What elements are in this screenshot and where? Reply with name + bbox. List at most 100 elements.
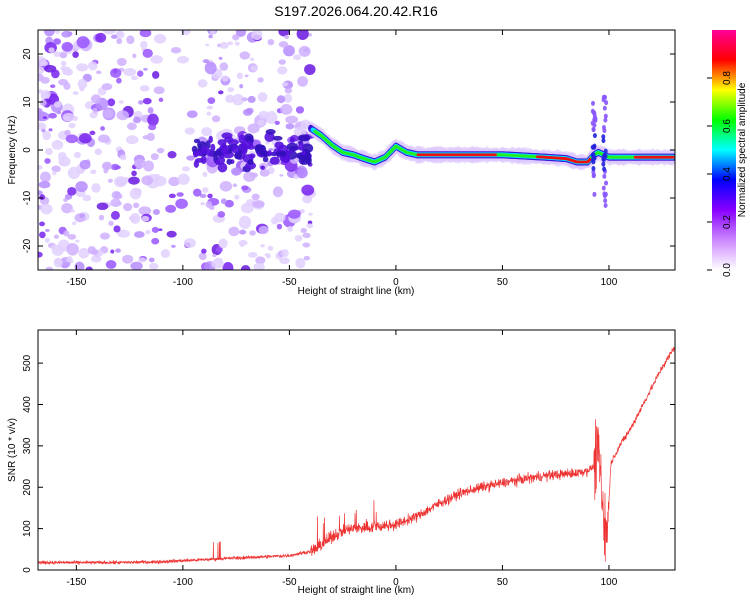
spectrogram-x-label: Height of straight line (km) xyxy=(298,286,415,297)
noise-blob xyxy=(60,60,67,67)
noise-blob xyxy=(107,98,116,107)
noise-blob xyxy=(128,176,140,185)
noise-blob xyxy=(295,257,306,269)
noise-blob xyxy=(249,57,255,61)
colorbar-tick-label: 0.2 xyxy=(722,215,733,229)
noise-blob xyxy=(139,30,152,38)
noise-blob xyxy=(278,41,289,48)
spike-blob xyxy=(591,109,596,115)
cluster-blob xyxy=(265,129,276,135)
noise-blob xyxy=(211,115,221,123)
noise-blob xyxy=(248,251,258,258)
noise-blob xyxy=(192,188,202,197)
noise-blob xyxy=(202,59,210,64)
spectrogram-y-tick-label: -10 xyxy=(22,190,33,205)
noise-blob xyxy=(152,70,160,79)
noise-blob xyxy=(156,147,165,154)
spike-blob xyxy=(591,126,596,132)
noise-blob xyxy=(39,194,46,201)
noise-blob xyxy=(221,75,229,82)
spike-blob xyxy=(602,105,607,111)
spike-blob xyxy=(601,161,606,167)
noise-blob xyxy=(202,171,208,177)
noise-blob xyxy=(281,82,289,87)
noise-blob xyxy=(66,243,79,256)
noise-blob xyxy=(78,247,90,259)
noise-blob xyxy=(123,68,137,77)
signal-core xyxy=(671,155,675,159)
noise-blob xyxy=(39,99,47,106)
cluster-blob xyxy=(262,156,269,163)
noise-blob xyxy=(66,256,73,263)
cluster-blob xyxy=(301,150,306,156)
noise-blob xyxy=(141,215,150,222)
noise-blob xyxy=(143,160,155,172)
noise-blob xyxy=(133,231,145,238)
snr-x-label: Height of straight line (km) xyxy=(298,585,415,596)
cluster-blob xyxy=(192,150,203,157)
noise-blob xyxy=(287,225,294,232)
noise-blob xyxy=(267,38,275,46)
spike-blob xyxy=(604,180,609,186)
colorbar-tick-label: 0.8 xyxy=(722,71,733,85)
snr-y-tick-label: 200 xyxy=(22,478,33,495)
noise-blob xyxy=(38,111,50,122)
noise-blob xyxy=(45,266,54,270)
noise-blob xyxy=(186,155,195,161)
noise-blob xyxy=(251,193,260,201)
noise-blob xyxy=(122,203,133,212)
noise-blob xyxy=(151,226,160,233)
noise-blob xyxy=(102,109,114,119)
noise-blob xyxy=(280,104,293,115)
snr-y-tick-label: 500 xyxy=(22,354,33,371)
noise-blob xyxy=(45,228,50,233)
noise-blob xyxy=(160,249,171,258)
noise-blob xyxy=(150,153,159,161)
noise-blob xyxy=(234,41,240,46)
noise-blob xyxy=(133,188,142,196)
noise-blob xyxy=(44,158,51,164)
noise-blob xyxy=(206,111,212,116)
noise-blob xyxy=(258,110,269,120)
noise-blob xyxy=(227,41,234,46)
noise-blob xyxy=(142,97,152,105)
noise-blob xyxy=(63,68,74,76)
noise-blob xyxy=(284,87,293,94)
noise-blob xyxy=(63,82,71,90)
noise-blob xyxy=(204,61,217,75)
noise-blob xyxy=(217,90,224,95)
noise-blob xyxy=(64,129,71,137)
spike-blob xyxy=(592,172,597,178)
noise-blob xyxy=(242,108,253,116)
noise-blob xyxy=(87,246,97,255)
snr-frame xyxy=(37,329,676,571)
spike-blob xyxy=(601,124,606,130)
noise-blob xyxy=(255,256,266,265)
noise-blob xyxy=(42,131,51,141)
noise-blob xyxy=(260,244,265,248)
noise-blob xyxy=(138,206,152,216)
noise-blob xyxy=(217,211,226,218)
spectrogram-x-tick-label: 50 xyxy=(497,277,509,288)
noise-blob xyxy=(297,76,309,87)
noise-blob xyxy=(76,36,90,49)
noise-blob xyxy=(50,244,57,250)
colorbar: 0.0 0.2 0.4 0.6 0.8 Normalized spectral ampl… xyxy=(707,30,748,277)
noise-blob xyxy=(218,238,228,249)
noise-blob xyxy=(152,209,160,216)
noise-blob xyxy=(110,210,120,220)
noise-blob xyxy=(74,213,86,223)
noise-blob xyxy=(138,257,147,263)
noise-blob xyxy=(240,265,251,270)
noise-blob xyxy=(239,84,244,89)
noise-blob xyxy=(75,181,88,192)
noise-blob xyxy=(168,176,180,187)
noise-blob xyxy=(211,259,224,269)
noise-blob xyxy=(75,239,80,243)
spike-blob xyxy=(593,117,598,123)
noise-blob xyxy=(272,186,284,198)
cluster-blob xyxy=(247,159,254,166)
noise-blob xyxy=(38,89,44,94)
cluster-blob xyxy=(269,156,280,165)
noise-blob xyxy=(90,94,102,104)
